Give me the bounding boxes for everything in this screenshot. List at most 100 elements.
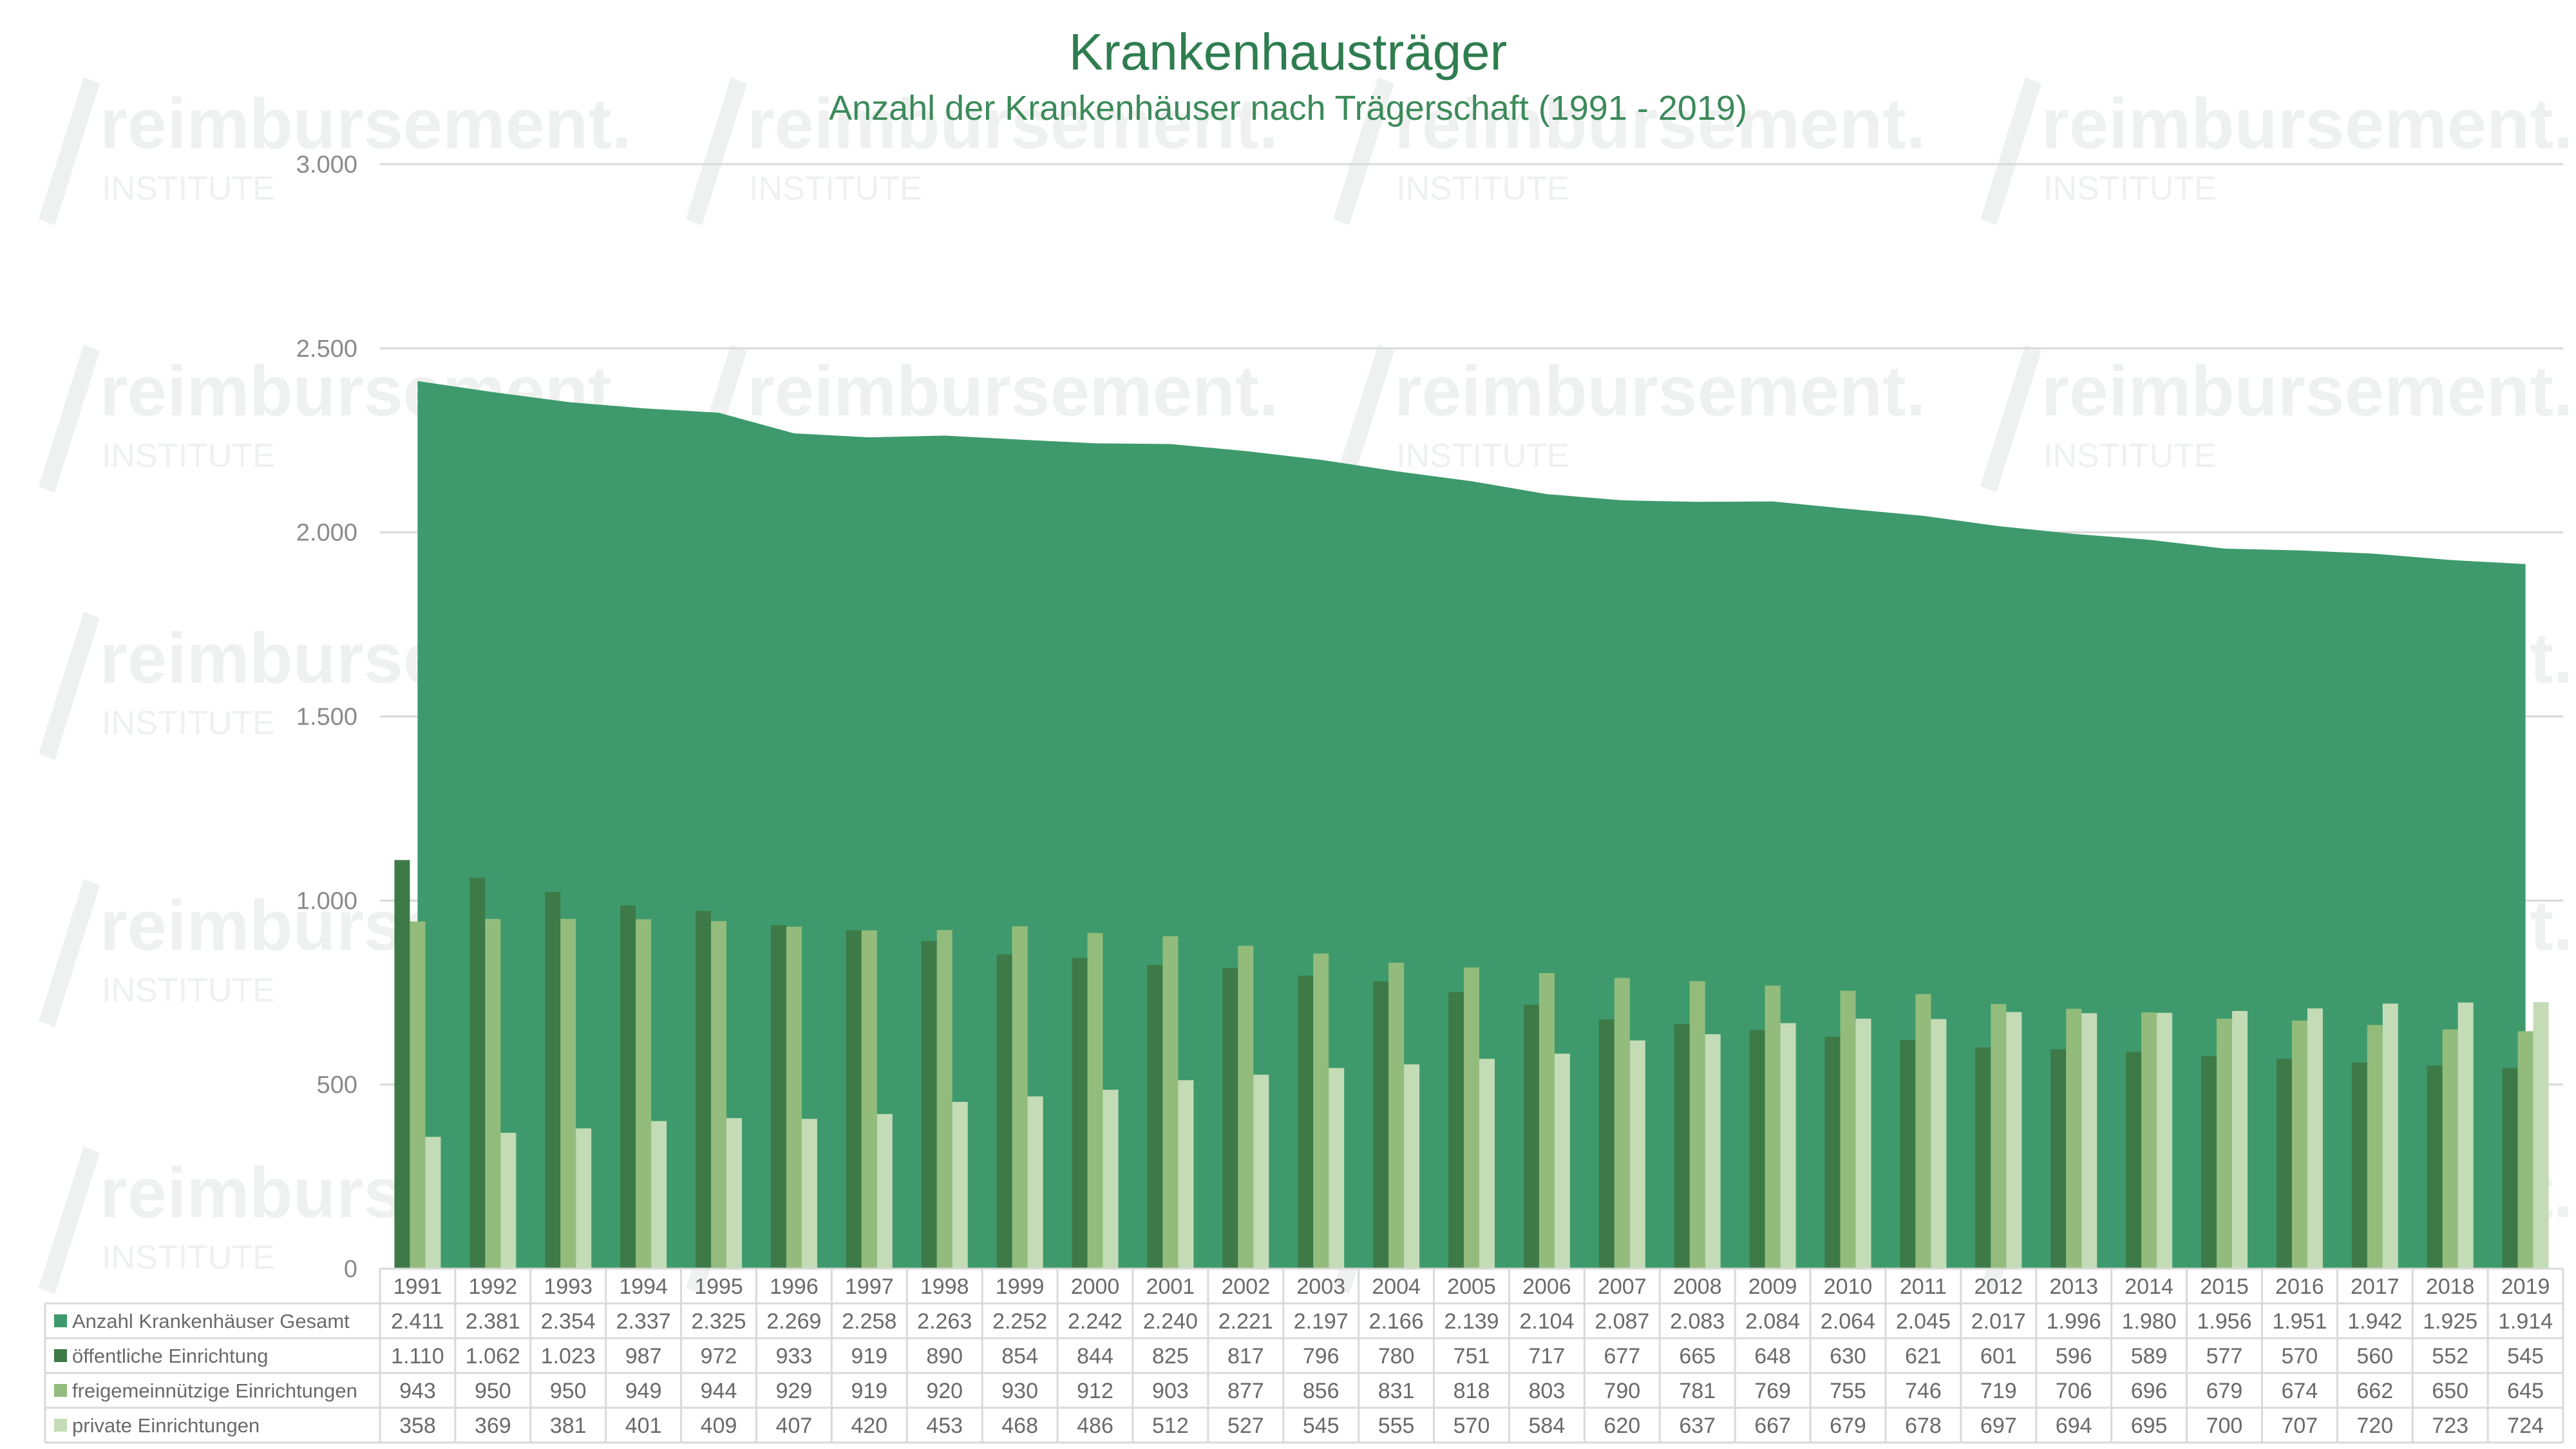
bar-privat [2081, 1013, 2098, 1269]
table-cell: 677 [1604, 1344, 1640, 1368]
bar-oeffentlich [394, 860, 410, 1269]
table-cell: 1.023 [541, 1344, 596, 1368]
table-cell: 694 [2056, 1414, 2092, 1438]
chart-subtitle: Anzahl der Krankenhäuser nach Trägerscha… [829, 89, 1747, 128]
watermark-brand: reimbursement. [747, 352, 1278, 431]
table-cell: 903 [1152, 1379, 1189, 1403]
watermark-sub: INSTITUTE [2043, 437, 2217, 475]
table-cell: 577 [2206, 1344, 2243, 1368]
watermark-brand: reimbursement. [747, 84, 1278, 164]
table-cell: 1.914 [2498, 1309, 2553, 1334]
bar-freigemeinnuetzig [2517, 1031, 2533, 1269]
table-cell: 972 [701, 1344, 737, 1368]
bar-freigemeinnuetzig [1539, 972, 1555, 1269]
bar-freigemeinnuetzig [1915, 994, 1931, 1269]
x-tick-label: 2008 [1673, 1274, 1722, 1299]
x-tick-label: 1991 [393, 1274, 442, 1299]
table-cell: 2.263 [917, 1309, 972, 1334]
table-cell: 919 [851, 1379, 887, 1403]
legend-label: Anzahl Krankenhäuser Gesamt [72, 1310, 350, 1332]
bar-freigemeinnuetzig [1464, 967, 1479, 1269]
bar-privat [1629, 1040, 1645, 1269]
bar-privat [2382, 1003, 2398, 1269]
legend-swatch [54, 1349, 67, 1362]
table-cell: 929 [776, 1379, 813, 1403]
bar-oeffentlich [1222, 967, 1238, 1269]
table-cell: 890 [926, 1344, 963, 1368]
x-tick-label: 1997 [845, 1274, 894, 1299]
bar-privat [1554, 1054, 1570, 1269]
bar-privat [2307, 1008, 2323, 1269]
bar-privat [2458, 1002, 2474, 1269]
table-cell: 637 [1679, 1414, 1716, 1438]
table-cell: 950 [550, 1379, 587, 1403]
x-tick-label: 2011 [1900, 1274, 1947, 1299]
table-cell: 570 [2281, 1344, 2318, 1368]
bar-privat [1931, 1019, 1947, 1269]
watermark-sub: INSTITUTE [102, 437, 275, 475]
watermark-sub: INSTITUTE [102, 170, 275, 207]
table-cell: 2.087 [1595, 1309, 1649, 1334]
table-cell: 662 [2356, 1379, 2393, 1403]
table-cell: 369 [475, 1414, 511, 1438]
watermark-brand: reimbursement. [1394, 84, 1926, 164]
y-tick-label: 2.500 [296, 336, 357, 363]
table-cell: 1.980 [2122, 1309, 2177, 1334]
table-cell: 2.104 [1519, 1309, 1574, 1334]
table-cell: 2.064 [1821, 1309, 1875, 1334]
table-cell: 555 [1378, 1414, 1415, 1438]
watermark-sub: INSTITUTE [102, 1239, 275, 1276]
bar-privat [1705, 1034, 1721, 1269]
table-cell: 780 [1378, 1344, 1415, 1368]
y-tick-label: 1.500 [296, 704, 357, 731]
x-tick-label: 2010 [1824, 1274, 1873, 1299]
x-tick-label: 2017 [2351, 1274, 2400, 1299]
table-cell: 1.951 [2272, 1309, 2327, 1334]
bar-privat [425, 1137, 441, 1269]
table-cell: 2.325 [691, 1309, 746, 1334]
bar-privat [876, 1113, 893, 1269]
bar-freigemeinnuetzig [2367, 1025, 2383, 1269]
bar-freigemeinnuetzig [1162, 936, 1179, 1269]
bar-freigemeinnuetzig [485, 918, 501, 1269]
table-cell: 769 [1754, 1379, 1791, 1403]
table-cell: 358 [399, 1414, 436, 1438]
table-cell: 596 [2056, 1344, 2092, 1368]
table-cell: 877 [1227, 1379, 1264, 1403]
bar-oeffentlich [921, 941, 937, 1269]
legend-swatch [54, 1419, 67, 1432]
x-tick-label: 1995 [694, 1274, 743, 1299]
table-cell: 407 [776, 1414, 813, 1438]
table-cell: 486 [1077, 1414, 1113, 1438]
x-tick-label: 2000 [1071, 1274, 1120, 1299]
watermark-logo-icon [686, 77, 747, 225]
table-cell: 527 [1227, 1414, 1264, 1438]
bar-oeffentlich [2351, 1062, 2367, 1269]
table-cell: 818 [1454, 1379, 1490, 1403]
table-cell: 854 [1001, 1344, 1038, 1368]
x-tick-label: 2018 [2426, 1274, 2475, 1299]
chart-title: Krankenhausträger [1069, 23, 1507, 80]
table-cell: 678 [1905, 1414, 1942, 1438]
bar-freigemeinnuetzig [711, 921, 727, 1269]
bar-privat [1479, 1059, 1495, 1269]
table-cell: 930 [1001, 1379, 1038, 1403]
table-cell: 707 [2281, 1414, 2318, 1438]
bar-oeffentlich [1900, 1039, 1916, 1269]
table-cell: 648 [1754, 1344, 1791, 1368]
table-cell: 2.269 [766, 1309, 821, 1334]
table-cell: 2.258 [842, 1309, 896, 1334]
table-cell: 1.956 [2197, 1309, 2251, 1334]
table-cell: 560 [2356, 1344, 2393, 1368]
table-cell: 667 [1754, 1414, 1791, 1438]
watermark-logo-icon [39, 345, 100, 493]
table-cell: 552 [2432, 1344, 2468, 1368]
table-cell: 943 [399, 1379, 436, 1403]
table-cell: 570 [1454, 1414, 1490, 1438]
bar-oeffentlich [620, 905, 636, 1269]
table-cell: 2.221 [1218, 1309, 1273, 1334]
bar-freigemeinnuetzig [1991, 1003, 2007, 1269]
x-tick-label: 2005 [1447, 1274, 1496, 1299]
table-cell: 1.062 [466, 1344, 520, 1368]
bar-oeffentlich [1147, 965, 1163, 1269]
